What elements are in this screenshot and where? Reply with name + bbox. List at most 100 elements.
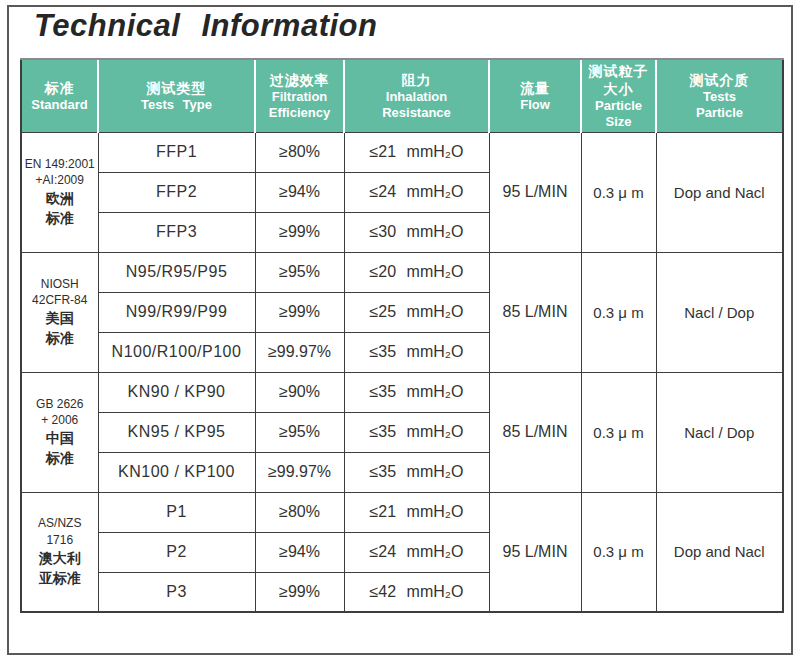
resistance-cell: ≤21 mmH₂O bbox=[344, 132, 489, 172]
efficiency-cell: ≥99% bbox=[255, 572, 344, 612]
standard-cell-gb2626: GB 2626 + 2006 中国 标准 bbox=[21, 372, 98, 492]
standard-line: EN 149:2001 bbox=[24, 156, 96, 172]
resistance-cell: ≤24 mmH₂O bbox=[344, 172, 489, 212]
col-header-particle-size-en: Particle bbox=[582, 98, 655, 114]
standard-line: GB 2626 bbox=[24, 396, 96, 412]
table-row: EN 149:2001 +AI:2009 欧洲 标准 FFP1 ≥80% ≤21… bbox=[21, 132, 783, 172]
efficiency-cell: ≥95% bbox=[255, 412, 344, 452]
standard-cell-asnzs: AS/NZS 1716 澳大利 亚标准 bbox=[21, 492, 98, 612]
flow-cell: 95 L/MIN bbox=[489, 132, 581, 252]
standard-line: AS/NZS bbox=[24, 515, 96, 531]
test-particle-cell: Nacl / Dop bbox=[656, 252, 783, 372]
resistance-cell: ≤25 mmH₂O bbox=[344, 292, 489, 332]
test-type-cell: N100/R100/P100 bbox=[98, 332, 255, 372]
col-header-particle-size: 测试粒子大小 Particle Size bbox=[581, 59, 656, 132]
table-header: 标准 Standard 测试类型 Tests Type 过滤效率 Filtrat… bbox=[21, 59, 783, 132]
standard-zh-line: 澳大利 bbox=[24, 548, 96, 568]
flow-cell: 95 L/MIN bbox=[489, 492, 581, 612]
test-type-cell: KN90 / KP90 bbox=[98, 372, 255, 412]
table-row: GB 2626 + 2006 中国 标准 KN90 / KP90 ≥90% ≤3… bbox=[21, 372, 783, 412]
col-header-filtration-en: Filtration bbox=[256, 89, 343, 105]
table-body: EN 149:2001 +AI:2009 欧洲 标准 FFP1 ≥80% ≤21… bbox=[21, 132, 783, 612]
standard-line: +AI:2009 bbox=[24, 172, 96, 188]
col-header-tests-particle-zh: 测试介质 bbox=[657, 71, 782, 89]
col-header-tests-particle-en: Tests bbox=[657, 89, 782, 105]
technical-info-table: 标准 Standard 测试类型 Tests Type 过滤效率 Filtrat… bbox=[20, 58, 784, 613]
test-type-cell: KN95 / KP95 bbox=[98, 412, 255, 452]
col-header-tests-type-en: Tests Type bbox=[99, 97, 254, 113]
particle-size-cell: 0.3 μ m bbox=[581, 492, 656, 612]
test-type-cell: FFP2 bbox=[98, 172, 255, 212]
table-row: NIOSH 42CFR-84 美国 标准 N95/R95/P95 ≥95% ≤2… bbox=[21, 252, 783, 292]
col-header-tests-type: 测试类型 Tests Type bbox=[98, 59, 255, 132]
col-header-particle-size-en2: Size bbox=[582, 114, 655, 130]
test-type-cell: N99/R99/P99 bbox=[98, 292, 255, 332]
efficiency-cell: ≥94% bbox=[255, 172, 344, 212]
flow-cell: 85 L/MIN bbox=[489, 252, 581, 372]
table-row: AS/NZS 1716 澳大利 亚标准 P1 ≥80% ≤21 mmH₂O 95… bbox=[21, 492, 783, 532]
col-header-filtration-zh: 过滤效率 bbox=[256, 71, 343, 89]
efficiency-cell: ≥99.97% bbox=[255, 452, 344, 492]
test-type-cell: P2 bbox=[98, 532, 255, 572]
resistance-cell: ≤20 mmH₂O bbox=[344, 252, 489, 292]
standard-cell-niosh: NIOSH 42CFR-84 美国 标准 bbox=[21, 252, 98, 372]
page-title: Technical Information bbox=[34, 8, 377, 44]
standard-zh-line: 欧洲 bbox=[24, 188, 96, 208]
standard-cell-en149: EN 149:2001 +AI:2009 欧洲 标准 bbox=[21, 132, 98, 252]
test-particle-cell: Dop and Nacl bbox=[656, 492, 783, 612]
standard-line: 42CFR-84 bbox=[24, 292, 96, 308]
test-particle-cell: Nacl / Dop bbox=[656, 372, 783, 492]
flow-cell: 85 L/MIN bbox=[489, 372, 581, 492]
standard-line: 1716 bbox=[24, 532, 96, 548]
col-header-resistance-en: Inhalation bbox=[345, 89, 488, 105]
particle-size-cell: 0.3 μ m bbox=[581, 372, 656, 492]
standard-zh-line: 美国 bbox=[24, 308, 96, 328]
col-header-resistance-en2: Resistance bbox=[345, 105, 488, 121]
standard-zh-line: 标准 bbox=[24, 208, 96, 228]
col-header-standard-zh: 标准 bbox=[22, 79, 97, 97]
col-header-standard-en: Standard bbox=[22, 97, 97, 113]
resistance-cell: ≤35 mmH₂O bbox=[344, 452, 489, 492]
particle-size-cell: 0.3 μ m bbox=[581, 132, 656, 252]
resistance-cell: ≤35 mmH₂O bbox=[344, 372, 489, 412]
col-header-flow-en: Flow bbox=[490, 97, 580, 113]
particle-size-cell: 0.3 μ m bbox=[581, 252, 656, 372]
efficiency-cell: ≥99.97% bbox=[255, 332, 344, 372]
col-header-tests-particle-en2: Particle bbox=[657, 105, 782, 121]
col-header-particle-size-zh: 测试粒子大小 bbox=[582, 62, 655, 98]
test-type-cell: KN100 / KP100 bbox=[98, 452, 255, 492]
standard-zh-line: 标准 bbox=[24, 328, 96, 348]
efficiency-cell: ≥94% bbox=[255, 532, 344, 572]
col-header-flow: 流量 Flow bbox=[489, 59, 581, 132]
efficiency-cell: ≥80% bbox=[255, 492, 344, 532]
efficiency-cell: ≥80% bbox=[255, 132, 344, 172]
test-type-cell: N95/R95/P95 bbox=[98, 252, 255, 292]
test-type-cell: P3 bbox=[98, 572, 255, 612]
resistance-cell: ≤35 mmH₂O bbox=[344, 332, 489, 372]
test-type-cell: FFP1 bbox=[98, 132, 255, 172]
standard-zh-line: 标准 bbox=[24, 448, 96, 468]
resistance-cell: ≤35 mmH₂O bbox=[344, 412, 489, 452]
col-header-filtration-efficiency: 过滤效率 Filtration Efficiency bbox=[255, 59, 344, 132]
standard-zh-line: 中国 bbox=[24, 428, 96, 448]
col-header-flow-zh: 流量 bbox=[490, 79, 580, 97]
resistance-cell: ≤30 mmH₂O bbox=[344, 212, 489, 252]
col-header-tests-type-zh: 测试类型 bbox=[99, 79, 254, 97]
col-header-resistance-zh: 阻力 bbox=[345, 71, 488, 89]
resistance-cell: ≤21 mmH₂O bbox=[344, 492, 489, 532]
test-type-cell: P1 bbox=[98, 492, 255, 532]
test-particle-cell: Dop and Nacl bbox=[656, 132, 783, 252]
col-header-filtration-en2: Efficiency bbox=[256, 105, 343, 121]
test-type-cell: FFP3 bbox=[98, 212, 255, 252]
standard-line: NIOSH bbox=[24, 276, 96, 292]
efficiency-cell: ≥95% bbox=[255, 252, 344, 292]
col-header-tests-particle: 测试介质 Tests Particle bbox=[656, 59, 783, 132]
efficiency-cell: ≥90% bbox=[255, 372, 344, 412]
resistance-cell: ≤24 mmH₂O bbox=[344, 532, 489, 572]
header-row: 标准 Standard 测试类型 Tests Type 过滤效率 Filtrat… bbox=[21, 59, 783, 132]
standard-line: + 2006 bbox=[24, 412, 96, 428]
col-header-inhalation-resistance: 阻力 Inhalation Resistance bbox=[344, 59, 489, 132]
resistance-cell: ≤42 mmH₂O bbox=[344, 572, 489, 612]
standard-zh-line: 亚标准 bbox=[24, 568, 96, 588]
efficiency-cell: ≥99% bbox=[255, 292, 344, 332]
